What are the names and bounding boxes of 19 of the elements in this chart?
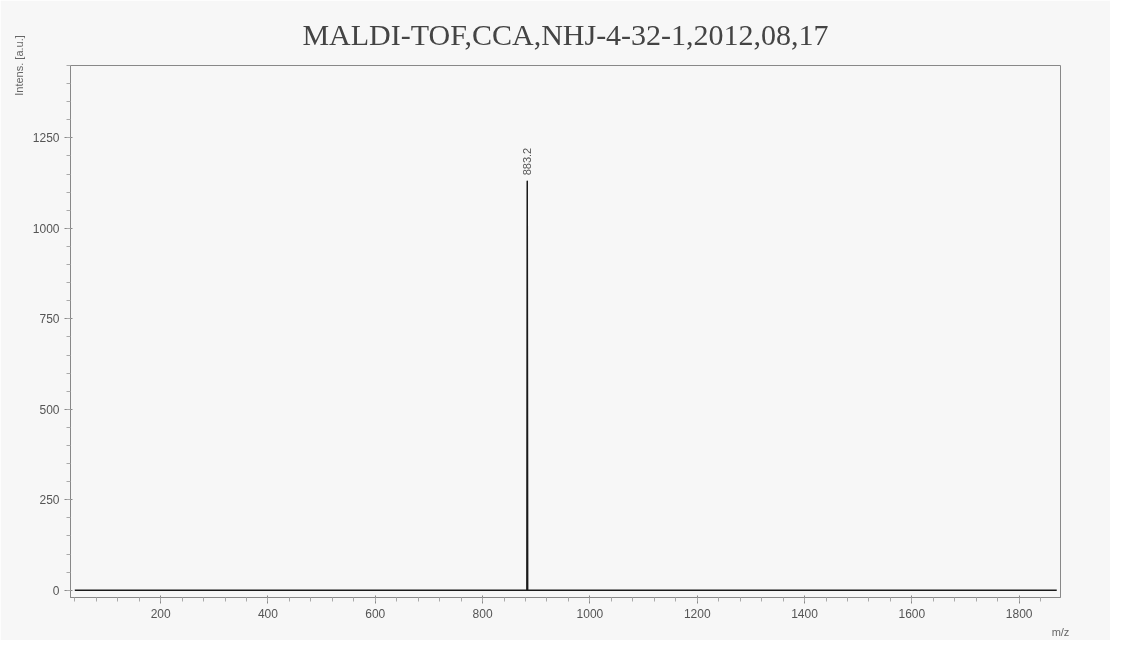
x-tick-label: 1200: [683, 606, 711, 621]
x-tick-label: 1800: [1005, 606, 1033, 621]
chart-title: MALDI-TOF,CCA,NHJ-4-32-1,2012,08,17: [302, 17, 829, 51]
y-tick-label: 1250: [32, 131, 60, 146]
x-axis-title: m/z: [1051, 625, 1070, 638]
y-tick-label: 500: [39, 402, 60, 417]
x-tick-label: 1400: [791, 606, 819, 621]
x-tick-label: 200: [150, 606, 171, 621]
y-axis-title: Intens. [a.u.]: [12, 35, 25, 96]
x-tick-label: 800: [472, 606, 493, 621]
y-tick-label: 250: [39, 493, 60, 508]
x-tick-label: 400: [257, 606, 279, 621]
y-tick-label: 750: [39, 312, 60, 327]
x-tick-label: 1600: [898, 606, 926, 621]
annotation: 883.2: [521, 147, 534, 176]
x-tick-label: 600: [365, 606, 386, 621]
x-tick-label: 1000: [576, 606, 604, 621]
y-tick-label: 1000: [32, 221, 60, 236]
y-tick-label: 0: [52, 583, 60, 598]
